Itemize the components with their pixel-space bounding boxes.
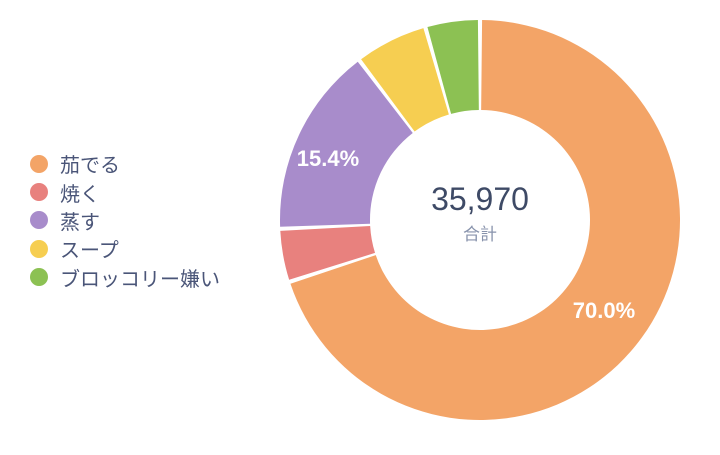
svg-text:70.0%: 70.0%	[573, 298, 635, 323]
svg-text:15.4%: 15.4%	[297, 146, 359, 171]
svg-text:35,970: 35,970	[431, 181, 529, 217]
svg-text:合計: 合計	[463, 225, 497, 244]
